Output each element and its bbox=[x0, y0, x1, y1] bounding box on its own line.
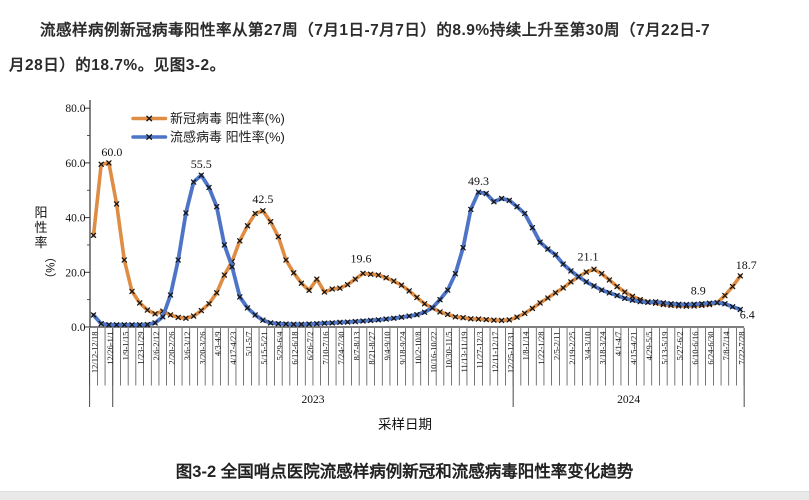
point-labels: 60.0 55.5 42.5 19.6 49.3 21.1 8.9 18.7 6.4 bbox=[101, 145, 756, 322]
x-tick-label: 3/20-3/26 bbox=[197, 332, 207, 365]
x-tick-label: 6/12-6/18 bbox=[290, 332, 300, 365]
x-tick-label: 4/29-5/5 bbox=[644, 332, 654, 361]
x-tick-label: 3/6-3/12 bbox=[182, 332, 192, 361]
axes bbox=[89, 100, 745, 328]
x-tick-label: 1/9-1/15 bbox=[120, 332, 130, 361]
point-label: 18.7 bbox=[736, 258, 757, 272]
intro-paragraph: 流感样病例新冠病毒阳性率从第27周（7月1日-7月7日）的8.9%持续上升至第3… bbox=[9, 13, 800, 83]
flu-series bbox=[90, 172, 744, 328]
x-tick-label: 5/1-5/7 bbox=[244, 332, 254, 357]
x-tick-label: 4/1-4/7 bbox=[613, 332, 623, 357]
year-label: 2024 bbox=[617, 394, 640, 406]
svg-text:阳: 阳 bbox=[34, 205, 47, 220]
x-tick-label: 5/27-6/2 bbox=[675, 332, 685, 361]
x-tick-label: 10/30-11/5 bbox=[444, 332, 454, 369]
x-tick-label: 4/3-4/9 bbox=[213, 332, 223, 357]
x-tick-label: 2/6-2/12 bbox=[151, 332, 161, 361]
legend-item: 流感病毒 阳性率(%) bbox=[131, 130, 285, 145]
x-tick-label: 1/23-1/29 bbox=[136, 332, 146, 365]
year-label: 2023 bbox=[301, 394, 324, 406]
covid-series bbox=[90, 160, 744, 324]
y-axis-ticks bbox=[84, 107, 90, 328]
x-tick-label: 12/11-12/17 bbox=[490, 332, 500, 373]
x-tick-label: 8/21-8/27 bbox=[367, 332, 377, 365]
intro-paragraph-line2: 月28日）的18.7%。见图3-2。 bbox=[9, 57, 226, 74]
y-tick-label: 0.0 bbox=[71, 322, 86, 334]
x-tick-label: 2/5-2/11 bbox=[552, 332, 562, 361]
point-label: 19.6 bbox=[351, 251, 372, 265]
point-label: 8.9 bbox=[691, 284, 706, 298]
y-tick-label: 60.0 bbox=[65, 158, 85, 170]
x-tick-label: 8/7-8/13 bbox=[351, 332, 361, 361]
x-tick-label: 5/29-6/4 bbox=[274, 331, 284, 361]
x-tick-label: 4/15-4/21 bbox=[629, 332, 639, 365]
point-label: 6.4 bbox=[740, 307, 755, 321]
x-tick-label: 9/18-9/24 bbox=[398, 331, 408, 365]
x-tick-label: 12/26-1/1 bbox=[105, 332, 115, 365]
x-tick-label: 11/27-12/3 bbox=[475, 332, 485, 369]
x-tick-label: 6/24-6/30 bbox=[706, 332, 716, 365]
x-tick-label: 7/22-7/28 bbox=[736, 332, 746, 365]
x-tick-label: 2/20-2/26 bbox=[167, 332, 177, 365]
x-tick-label: 5/13-5/19 bbox=[659, 332, 669, 365]
x-tick-label: 12/12-12/18 bbox=[90, 332, 100, 374]
x-tick-label: 7/8-7/14 bbox=[721, 331, 731, 361]
bottom-scrollbar-strip bbox=[0, 491, 809, 500]
svg-text:率: 率 bbox=[34, 235, 47, 250]
figure-caption: 图3-2 全国哨点医院流感样病例新冠和流感病毒阳性率变化趋势 bbox=[175, 463, 634, 481]
x-tick-label: 5/15-5/21 bbox=[259, 332, 269, 365]
intro-paragraph-line1: 流感样病例新冠病毒阳性率从第27周（7月1日-7月7日）的8.9%持续上升至第3… bbox=[40, 22, 711, 39]
point-label: 60.0 bbox=[101, 145, 122, 159]
x-tick-label: 3/18-3/24 bbox=[598, 331, 608, 365]
x-axis-title: 采样日期 bbox=[378, 417, 432, 432]
svg-text:性: 性 bbox=[34, 220, 47, 235]
x-axis-week-ticks bbox=[89, 328, 745, 386]
x-tick-label: 12/25-12/31 bbox=[505, 332, 515, 374]
x-tick-label: 9/4-9/10 bbox=[382, 332, 392, 361]
legend-marker-icon bbox=[146, 134, 153, 140]
x-tick-label: 3/4-3/10 bbox=[582, 332, 592, 361]
point-label: 42.5 bbox=[252, 192, 273, 206]
legend-label: 流感病毒 阳性率(%) bbox=[170, 130, 285, 145]
x-tick-label: 7/10-7/16 bbox=[321, 332, 331, 365]
y-axis-title: 阳性率（%） bbox=[34, 205, 56, 284]
series-markers bbox=[90, 172, 744, 328]
x-tick-label: 4/17-4/23 bbox=[228, 332, 238, 365]
x-tick-label: 2/19-2/25 bbox=[567, 332, 577, 365]
point-label: 55.5 bbox=[191, 157, 212, 171]
y-axis-tick-labels: 0.0 20.0 40.0 60.0 80.0 bbox=[65, 103, 85, 334]
svg-text:（%）: （%） bbox=[43, 251, 56, 284]
x-tick-label: 7/24-7/30 bbox=[336, 332, 346, 365]
x-tick-label: 11/13-11/19 bbox=[459, 332, 469, 373]
x-tick-label: 1/8-1/14 bbox=[521, 331, 531, 361]
series-line bbox=[91, 173, 743, 327]
x-tick-label: 10/16-10/22 bbox=[428, 332, 438, 374]
y-tick-label: 80.0 bbox=[65, 103, 85, 115]
series-markers bbox=[90, 160, 744, 324]
legend-item: 新冠病毒 阳性率(%) bbox=[131, 111, 285, 126]
legend: 新冠病毒 阳性率(%) 流感病毒 阳性率(%) bbox=[131, 111, 285, 145]
x-tick-label: 1/22-1/28 bbox=[536, 332, 546, 365]
x-tick-label: 6/10-6/16 bbox=[690, 332, 700, 365]
point-label: 21.1 bbox=[578, 249, 599, 263]
x-tick-label: 6/26-7/2 bbox=[305, 332, 315, 361]
x-tick-label: 10/2-10/8 bbox=[413, 332, 423, 365]
legend-marker-icon bbox=[146, 115, 153, 122]
point-label: 49.3 bbox=[468, 174, 489, 188]
year-separators bbox=[89, 328, 745, 407]
y-tick-label: 20.0 bbox=[65, 267, 85, 279]
legend-label: 新冠病毒 阳性率(%) bbox=[170, 111, 285, 126]
x-axis-date-labels: 12/12-12/18 12/26-1/1 1/9-1/15 1/23-1/29 2/6… bbox=[90, 331, 747, 373]
year-labels: 2023 2024 bbox=[301, 394, 640, 406]
y-tick-label: 40.0 bbox=[65, 213, 85, 225]
